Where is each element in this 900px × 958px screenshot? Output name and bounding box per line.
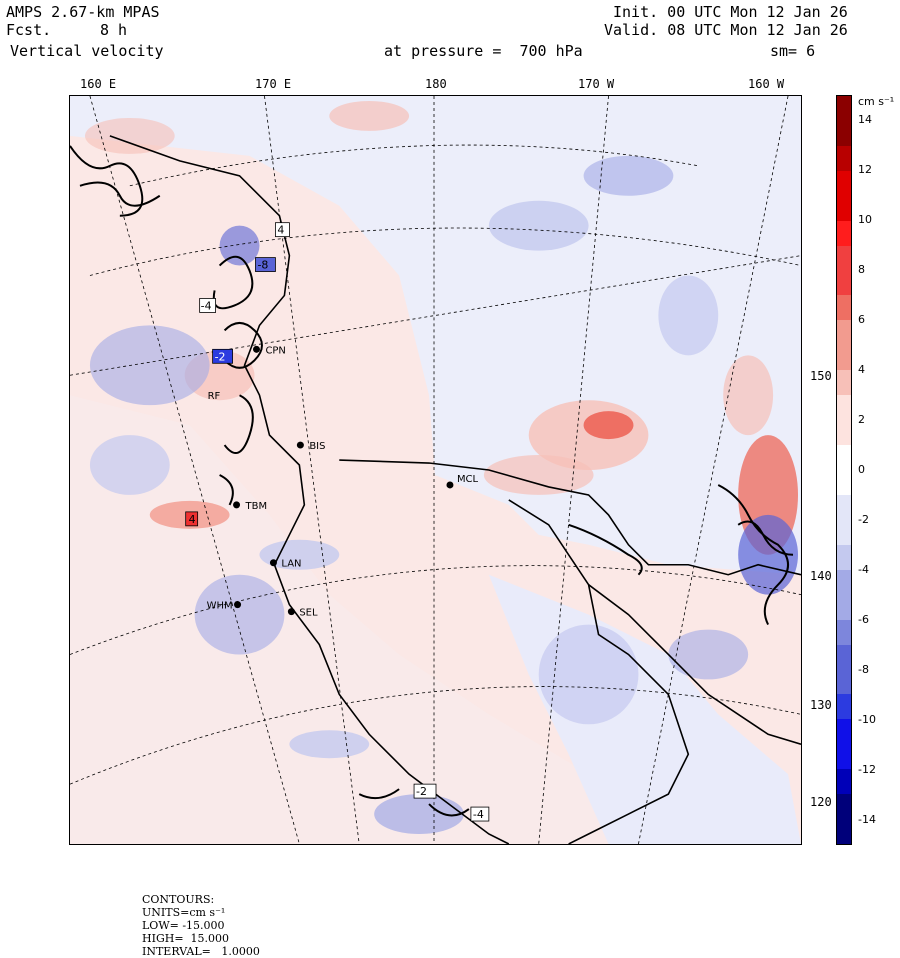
colorbar-segment <box>837 445 851 471</box>
grounding-line <box>339 459 801 576</box>
colorbar-segment <box>837 819 851 845</box>
colorbar-tick-label: -6 <box>858 613 869 626</box>
colorbar-segment <box>837 245 851 272</box>
extremum-label: 4 <box>189 513 196 526</box>
lon-label-160w: 160 W <box>748 77 785 91</box>
colorbar-segment <box>837 794 851 820</box>
colorbar-tick-label: -2 <box>858 513 869 526</box>
colorbar-tick-label: -4 <box>858 563 869 576</box>
vertical-velocity-map[interactable]: CPN RF BIS MCL TBM LAN WHM SEL 4 -8 -4 -… <box>69 95 802 845</box>
colorbar-segment <box>837 669 851 695</box>
colorbar-segment <box>837 345 851 371</box>
extremum-label: -8 <box>257 259 268 272</box>
station-label-rf: RF <box>208 391 221 402</box>
colorbar-segment <box>837 370 851 396</box>
valid-time: Valid. 08 UTC Mon 12 Jan 26 <box>604 21 848 39</box>
forecast-label: Fcst. <box>6 21 52 39</box>
colorbar-tick-label: 10 <box>858 213 872 226</box>
station-dot-mcl <box>446 481 454 489</box>
colorbar-tick-label: 12 <box>858 163 872 176</box>
field-name: Vertical velocity <box>10 42 164 60</box>
colorbar-segment <box>837 120 851 147</box>
footer-high: HIGH= 15.000 <box>142 932 230 945</box>
smoothing-value: sm= 6 <box>770 42 816 60</box>
colorbar-segment <box>837 769 851 795</box>
negative-patches <box>89 155 799 835</box>
colorbar-segment <box>837 470 851 496</box>
colorbar-segment <box>837 395 851 421</box>
colorbar-segment <box>837 170 851 197</box>
colorbar-segment <box>837 644 851 670</box>
extremum-label: -4 <box>473 808 484 821</box>
footer-interval: INTERVAL= 1.0000 <box>142 945 260 958</box>
turbulence-clusters <box>70 145 794 817</box>
colorbar-segment <box>837 420 851 446</box>
forecast-hour: 8 h <box>100 21 128 39</box>
extremum-label: -2 <box>215 350 226 363</box>
station-label-mcl: MCL <box>457 474 479 485</box>
colorbar-segment <box>837 220 851 247</box>
station-label-tbm: TBM <box>245 501 268 512</box>
stations: CPN RF BIS MCL TBM LAN WHM SEL <box>207 345 479 618</box>
footer-low: LOW= -15.000 <box>142 919 225 932</box>
station-label-whm: WHM <box>207 601 233 612</box>
colorbar-segment <box>837 744 851 770</box>
station-label-lan: LAN <box>281 559 301 570</box>
colorbar-segment <box>837 270 851 296</box>
extrema-boxes: 4 -8 -4 -2 4 -2 -4 <box>185 222 490 822</box>
colorbar-segment <box>837 594 851 621</box>
station-dot-whm <box>234 601 242 609</box>
lon-label-170w: 170 W <box>578 77 615 91</box>
colorbar-tick-label: 6 <box>858 313 865 326</box>
colorbar-segment <box>837 295 851 321</box>
pressure-level: at pressure = 700 hPa <box>384 42 583 60</box>
station-label-bis: BIS <box>309 441 325 452</box>
station-dot-cpn <box>252 345 260 353</box>
colorbar-segment <box>837 519 851 546</box>
colorbar-tick-label: 8 <box>858 263 865 276</box>
colorbar-segment <box>837 719 851 745</box>
colorbar-tick-label: 4 <box>858 363 865 376</box>
init-time: Init. 00 UTC Mon 12 Jan 26 <box>613 3 848 21</box>
colorbar-tick-label: -12 <box>858 763 876 776</box>
colorbar-tick-label: 14 <box>858 113 872 126</box>
colorbar-segment <box>837 494 851 521</box>
colorbar-segment <box>837 195 851 222</box>
colorbar-tick-label: 2 <box>858 413 865 426</box>
station-dot-lan <box>269 559 277 567</box>
colorbar-units: cm s⁻¹ <box>858 95 895 108</box>
station-dot-sel <box>287 608 295 616</box>
lon-label-170e: 170 E <box>255 77 292 91</box>
station-dot-tbm <box>233 501 241 509</box>
footer-units: UNITS=cm s⁻¹ <box>142 906 226 919</box>
graticule <box>70 96 801 844</box>
station-label-cpn: CPN <box>265 345 285 356</box>
colorbar-tick-label: -10 <box>858 713 876 726</box>
colorbar-segment <box>837 619 851 646</box>
colorbar-tick-label: 0 <box>858 463 865 476</box>
colorbar-segment <box>837 320 851 346</box>
lon-label-180: 180 <box>425 77 447 91</box>
contour-info: CONTOURS: UNITS=cm s⁻¹ LOW= -15.000 HIGH… <box>135 880 266 958</box>
colorbar-segment <box>837 96 851 122</box>
lon-label-160e: 160 E <box>80 77 117 91</box>
coastline-east <box>588 584 801 746</box>
model-title: AMPS 2.67-km MPAS <box>6 3 160 21</box>
colorbar <box>836 95 852 845</box>
colorbar-segment <box>837 694 851 720</box>
colorbar-segment <box>837 145 851 172</box>
colorbar-tick-label: -14 <box>858 813 876 826</box>
station-label-sel: SEL <box>299 608 318 619</box>
extremum-label: -4 <box>201 299 212 312</box>
colorbar-segment <box>837 544 851 571</box>
extremum-label: -2 <box>416 785 427 798</box>
station-dot-bis <box>296 441 304 449</box>
extremum-label: 4 <box>277 224 284 237</box>
colorbar-segment <box>837 569 851 596</box>
ice-shelf-edge <box>508 499 690 844</box>
colorbar-tick-label: -8 <box>858 663 869 676</box>
